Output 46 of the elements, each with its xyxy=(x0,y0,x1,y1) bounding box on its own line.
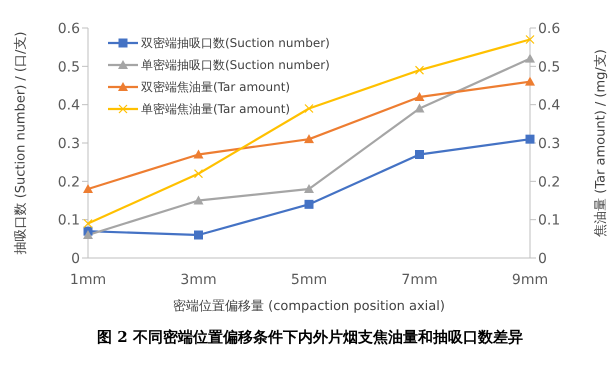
point xyxy=(414,104,424,112)
y-tick-label: 0.6 xyxy=(58,20,80,37)
y2-tick-label: 0.4 xyxy=(538,98,560,114)
y-tick-label: 0 xyxy=(71,250,80,267)
y2-tick-label: 0.2 xyxy=(538,174,560,190)
y2-tick-label: 0.3 xyxy=(538,136,560,152)
legend-label: 单密端焦油量(Tar amount) xyxy=(141,101,290,118)
y-axis-title: 抽吸口数 (Suction number) / (口/支) xyxy=(14,32,29,254)
x-tick-label: 1mm xyxy=(70,272,106,288)
caption: 图 2 不同密端位置偏移条件下内外片烟支焦油量和抽吸口数差异 xyxy=(96,328,524,347)
point xyxy=(525,54,535,63)
y2-tick-label: 0 xyxy=(538,250,547,267)
point xyxy=(304,104,314,114)
y2-axis-title: 焦油量 (Tar amount) / (mg/支) xyxy=(594,49,609,237)
legend-label: 单密端抽吸口数(Suction number) xyxy=(141,57,330,74)
y2-tick-label: 0.5 xyxy=(538,59,560,76)
point xyxy=(414,92,424,101)
point xyxy=(304,200,314,209)
legend-label: 双密端抽吸口数(Suction number) xyxy=(141,35,330,52)
point xyxy=(304,134,314,144)
x-tick-label: 9mm xyxy=(512,272,548,288)
y2-tick-label: 0.6 xyxy=(538,20,560,37)
point xyxy=(414,66,424,75)
point xyxy=(83,230,93,239)
legend-label: 双密端焦油量(Tar amount) xyxy=(141,79,290,96)
x-axis-title: 密端位置偏移量 (compaction position axial) xyxy=(173,299,445,314)
point xyxy=(194,230,203,240)
x-tick-label: 3mm xyxy=(180,272,217,288)
point xyxy=(304,184,314,193)
point xyxy=(194,169,204,178)
point xyxy=(194,196,204,204)
point xyxy=(83,218,93,228)
y-tick-label: 0.4 xyxy=(58,98,80,114)
y-tick-label: 0.5 xyxy=(58,59,80,76)
y2-tick-label: 0.1 xyxy=(538,212,560,229)
point xyxy=(526,134,534,144)
point xyxy=(525,34,535,44)
x-tick-label: 7mm xyxy=(401,272,438,288)
y-tick-label: 0.1 xyxy=(58,212,80,229)
point xyxy=(83,184,93,193)
y-tick-label: 0.2 xyxy=(58,174,80,190)
x-tick-label: 5mm xyxy=(290,272,328,288)
point xyxy=(194,150,204,158)
y-tick-label: 0.3 xyxy=(58,136,80,152)
point xyxy=(525,76,535,86)
point xyxy=(415,150,424,159)
